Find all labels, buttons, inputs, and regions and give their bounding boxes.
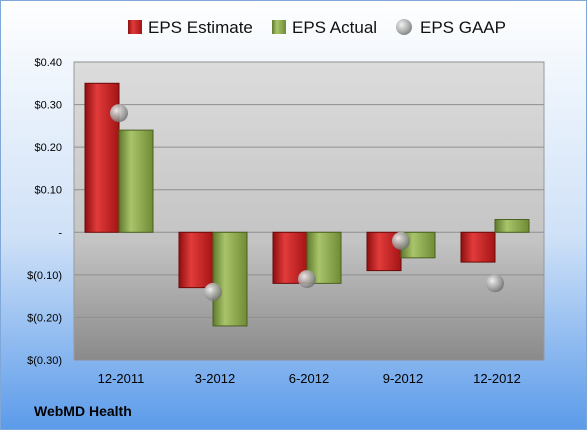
bars	[84, 82, 530, 327]
legend-item-eps-gaap: EPS GAAP	[396, 18, 506, 37]
x-tick-label: 3-2012	[195, 371, 235, 386]
bar-eps-estimate	[178, 231, 214, 289]
marker-eps-gaap	[204, 282, 222, 301]
legend-swatch-eps-actual	[272, 20, 286, 34]
x-tick-label: 12-2012	[473, 371, 521, 386]
y-tick-label: $(0.20)	[27, 312, 62, 324]
legend-item-eps-actual: EPS Actual	[272, 18, 377, 37]
marker-eps-gaap	[486, 274, 504, 293]
marker-eps-gaap	[392, 231, 410, 250]
y-tick-label: $0.10	[34, 185, 62, 197]
legend-item-eps-estimate: EPS Estimate	[128, 18, 253, 37]
marker-eps-gaap	[110, 104, 128, 123]
legend-label-eps-gaap: EPS GAAP	[420, 18, 506, 37]
bar-eps-estimate	[84, 82, 120, 233]
y-axis-ticks: $0.40 $0.30 $0.20 $0.10 - $(0.10) $(0.20) $(0.3…	[27, 57, 62, 367]
y-tick-label: $(0.30)	[27, 355, 62, 367]
y-tick-label: $(0.10)	[27, 270, 62, 282]
bar-eps-actual	[212, 231, 248, 327]
legend-swatch-eps-gaap	[396, 19, 412, 35]
x-axis-ticks: 12-2011 3-2012 6-2012 9-2012 12-2012	[98, 371, 521, 386]
bar-eps-actual	[118, 129, 154, 233]
y-tick-label: $0.30	[34, 100, 62, 112]
legend-swatch-eps-estimate	[128, 20, 142, 34]
gaap-markers	[110, 104, 504, 301]
source-label: WebMD Health	[34, 403, 132, 419]
legend-label-eps-estimate: EPS Estimate	[148, 18, 253, 37]
bar-eps-actual	[494, 219, 530, 233]
y-tick-label: $0.40	[34, 57, 62, 69]
x-tick-label: 6-2012	[289, 371, 329, 386]
y-tick-label: -	[58, 227, 62, 239]
x-tick-label: 9-2012	[383, 371, 423, 386]
legend: EPS Estimate EPS Actual EPS GAAP	[128, 18, 506, 37]
x-tick-label: 12-2011	[98, 371, 145, 386]
y-tick-label: $0.20	[34, 142, 62, 154]
bar-eps-estimate	[460, 231, 496, 263]
marker-eps-gaap	[298, 270, 316, 289]
legend-label-eps-actual: EPS Actual	[292, 18, 377, 37]
